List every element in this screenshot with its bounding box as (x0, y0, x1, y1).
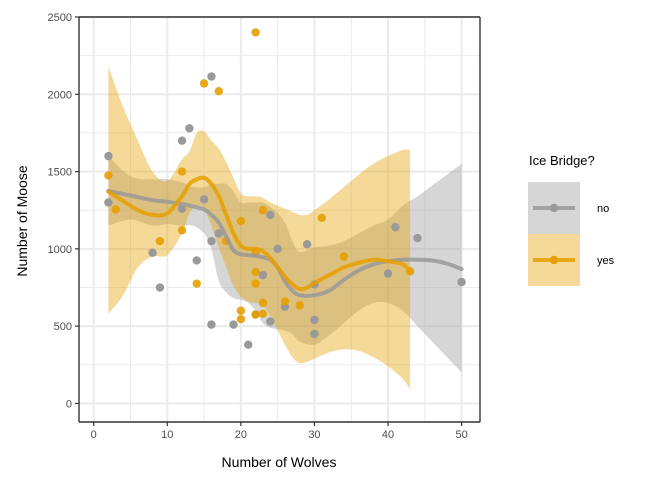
data-point-no (214, 229, 223, 238)
data-point-no (177, 204, 187, 213)
y-tick-label: 1000 (48, 244, 72, 256)
data-point-yes (177, 226, 187, 235)
x-tick-label: 50 (455, 429, 467, 441)
data-point-yes (339, 252, 349, 261)
data-point-no (258, 270, 268, 280)
data-point-yes (192, 279, 201, 288)
data-point-no (199, 195, 209, 204)
data-point-no (104, 151, 113, 161)
data-point-yes (236, 306, 246, 315)
confidence-bands (108, 66, 462, 390)
data-point-yes (236, 315, 246, 324)
x-tick-label: 0 (91, 429, 97, 441)
data-point-no (192, 256, 201, 265)
legend-label-no: no (597, 203, 609, 215)
data-point-yes (251, 28, 260, 37)
data-point-no (310, 315, 319, 325)
data-point-yes (280, 297, 290, 306)
data-point-yes (251, 267, 260, 277)
legend: Ice Bridge? no yes (528, 153, 615, 286)
y-tick-label: 0 (66, 398, 72, 410)
data-point-no (229, 320, 238, 329)
x-tick-label: 40 (382, 429, 394, 441)
data-point-yes (104, 171, 113, 180)
data-point-no (273, 244, 282, 254)
legend-title: Ice Bridge? (529, 153, 595, 168)
y-tick-label: 2500 (48, 12, 72, 24)
data-point-yes (199, 79, 209, 88)
y-tick-label: 2000 (48, 89, 72, 101)
trend-line-yes (106, 175, 413, 292)
ci-band-no (108, 156, 462, 373)
data-point-no (244, 340, 253, 349)
data-point-no (457, 277, 466, 287)
data-point-no (185, 124, 194, 133)
data-point-no (207, 72, 216, 81)
y-axis-title: Number of Moose (14, 165, 30, 276)
data-point-yes (258, 309, 268, 318)
x-tick-label: 10 (161, 429, 173, 441)
data-point-no (310, 329, 319, 339)
data-point-no (266, 210, 275, 220)
y-tick-label: 500 (54, 321, 72, 333)
data-point-no (148, 248, 157, 257)
data-point-yes (295, 301, 304, 310)
data-point-yes (251, 279, 260, 288)
legend-point-no (549, 203, 559, 213)
ci-band-yes (108, 66, 411, 390)
data-point-yes (236, 216, 246, 226)
data-point-yes (258, 298, 268, 308)
data-point-no (391, 223, 400, 232)
data-point-no (104, 198, 113, 207)
data-point-yes (258, 206, 268, 215)
data-point-yes (251, 310, 260, 319)
data-point-no (302, 240, 312, 249)
data-point-no (383, 269, 393, 278)
axes (75, 16, 481, 426)
y-tick-label: 1500 (48, 167, 72, 179)
smooth-lines (106, 175, 464, 298)
x-tick-label: 30 (308, 429, 320, 441)
data-point-yes (155, 236, 165, 246)
x-tick-label: 20 (235, 429, 247, 441)
data-point-no (413, 233, 422, 243)
x-axis-title: Number of Wolves (222, 454, 337, 470)
data-point-no (177, 136, 187, 145)
data-point-yes (317, 213, 327, 223)
data-point-no (266, 317, 275, 326)
data-point-no (207, 320, 216, 329)
data-point-yes (177, 167, 187, 176)
data-point-no (207, 236, 216, 246)
data-point-yes (111, 205, 120, 214)
legend-point-yes (549, 255, 559, 265)
data-point-no (155, 283, 165, 292)
data-point-yes (214, 86, 223, 96)
legend-label-yes: yes (597, 255, 615, 267)
